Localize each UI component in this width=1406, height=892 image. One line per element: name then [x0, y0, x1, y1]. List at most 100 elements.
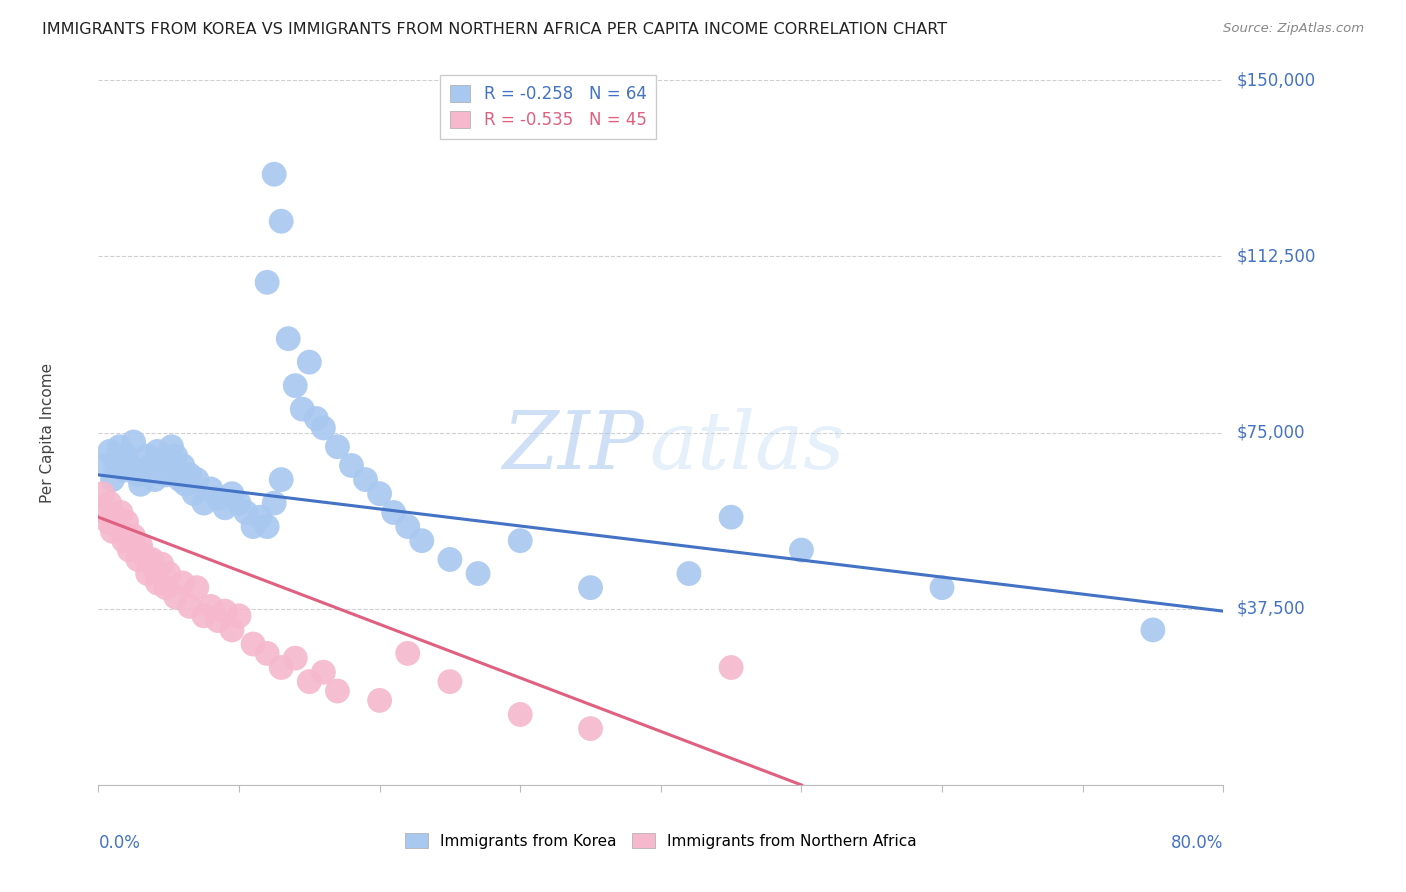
Point: [136, 566, 159, 581]
Point: [354, 473, 377, 487]
Point: [263, 496, 285, 510]
Point: [678, 566, 700, 581]
Point: [439, 552, 461, 566]
Text: ZIP: ZIP: [502, 408, 644, 485]
Point: [118, 458, 141, 473]
Point: [312, 421, 335, 435]
Point: [146, 444, 169, 458]
Point: [200, 599, 222, 614]
Point: [150, 557, 173, 571]
Point: [127, 552, 149, 566]
Text: Per Capita Income: Per Capita Income: [41, 362, 55, 503]
Point: [172, 458, 194, 473]
Point: [141, 552, 163, 566]
Text: 0.0%: 0.0%: [98, 834, 141, 852]
Point: [396, 519, 419, 533]
Point: [115, 449, 138, 463]
Point: [179, 467, 201, 482]
Point: [579, 722, 602, 736]
Point: [155, 467, 177, 482]
Point: [326, 684, 349, 698]
Point: [98, 496, 121, 510]
Point: [207, 491, 229, 506]
Point: [235, 506, 257, 520]
Point: [509, 707, 531, 722]
Point: [129, 477, 152, 491]
Point: [193, 608, 215, 623]
Point: [150, 454, 173, 468]
Point: [579, 581, 602, 595]
Point: [221, 623, 243, 637]
Point: [214, 500, 236, 515]
Text: atlas: atlas: [650, 408, 845, 485]
Point: [146, 576, 169, 591]
Point: [249, 510, 271, 524]
Point: [98, 444, 121, 458]
Point: [183, 486, 205, 500]
Point: [207, 614, 229, 628]
Point: [155, 581, 177, 595]
Point: [284, 378, 307, 392]
Point: [129, 538, 152, 552]
Text: $112,500: $112,500: [1237, 247, 1316, 266]
Point: [122, 529, 145, 543]
Point: [108, 440, 131, 454]
Legend: Immigrants from Korea, Immigrants from Northern Africa: Immigrants from Korea, Immigrants from N…: [399, 827, 922, 855]
Text: 80.0%: 80.0%: [1171, 834, 1223, 852]
Point: [122, 435, 145, 450]
Point: [256, 519, 278, 533]
Point: [157, 458, 180, 473]
Point: [179, 599, 201, 614]
Point: [298, 674, 321, 689]
Point: [256, 275, 278, 289]
Point: [143, 562, 166, 576]
Point: [270, 660, 292, 674]
Point: [228, 608, 250, 623]
Point: [104, 510, 127, 524]
Text: $150,000: $150,000: [1237, 71, 1316, 89]
Point: [94, 458, 117, 473]
Point: [270, 214, 292, 228]
Point: [263, 167, 285, 181]
Point: [312, 665, 335, 680]
Point: [101, 473, 124, 487]
Point: [931, 581, 953, 595]
Point: [214, 604, 236, 618]
Point: [186, 581, 208, 595]
Text: Source: ZipAtlas.com: Source: ZipAtlas.com: [1223, 22, 1364, 36]
Point: [256, 647, 278, 661]
Point: [368, 486, 391, 500]
Point: [132, 463, 155, 477]
Point: [169, 473, 191, 487]
Point: [127, 467, 149, 482]
Point: [368, 693, 391, 707]
Point: [277, 332, 299, 346]
Point: [193, 496, 215, 510]
Point: [186, 473, 208, 487]
Point: [115, 515, 138, 529]
Point: [411, 533, 433, 548]
Point: [720, 660, 742, 674]
Point: [1142, 623, 1164, 637]
Point: [97, 515, 120, 529]
Point: [200, 482, 222, 496]
Point: [107, 519, 129, 533]
Point: [270, 473, 292, 487]
Point: [720, 510, 742, 524]
Point: [242, 637, 264, 651]
Point: [160, 440, 183, 454]
Point: [326, 440, 349, 454]
Point: [118, 543, 141, 558]
Point: [165, 590, 187, 604]
Point: [242, 519, 264, 533]
Point: [396, 647, 419, 661]
Point: [94, 506, 117, 520]
Text: IMMIGRANTS FROM KOREA VS IMMIGRANTS FROM NORTHERN AFRICA PER CAPITA INCOME CORRE: IMMIGRANTS FROM KOREA VS IMMIGRANTS FROM…: [42, 22, 948, 37]
Point: [172, 576, 194, 591]
Point: [112, 463, 135, 477]
Point: [91, 486, 114, 500]
Text: $37,500: $37,500: [1237, 599, 1306, 618]
Point: [509, 533, 531, 548]
Point: [104, 454, 127, 468]
Point: [382, 506, 405, 520]
